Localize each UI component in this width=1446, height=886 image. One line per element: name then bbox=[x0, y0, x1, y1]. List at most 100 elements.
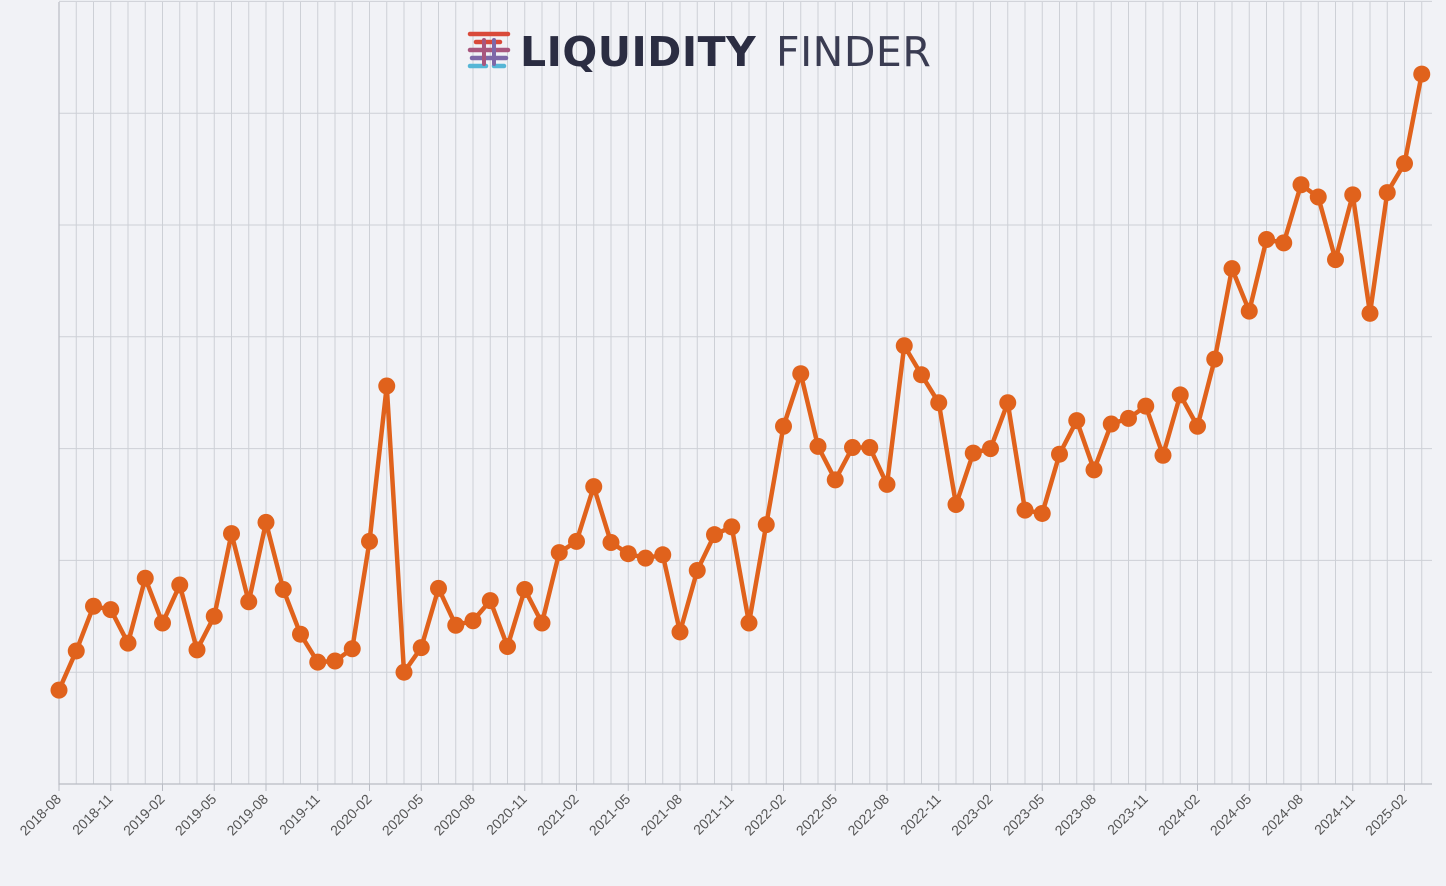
data-point bbox=[274, 580, 292, 598]
x-tick-label: 2020-11 bbox=[483, 791, 530, 838]
x-tick-label: 2022-05 bbox=[793, 791, 841, 839]
x-tick-label: 2024-11 bbox=[1311, 791, 1358, 838]
data-point bbox=[343, 640, 361, 658]
logo-word-finder: FINDER bbox=[776, 28, 931, 76]
data-point bbox=[378, 377, 396, 395]
data-point bbox=[1309, 188, 1327, 206]
liquidity-finder-logo: LIQUIDITY FINDER bbox=[467, 28, 931, 76]
x-tick-label: 2021-05 bbox=[586, 791, 634, 839]
x-tick-label: 2025-02 bbox=[1362, 791, 1410, 839]
x-tick-label: 2024-02 bbox=[1155, 791, 1203, 839]
x-tick-label: 2022-02 bbox=[741, 791, 789, 839]
data-point bbox=[481, 592, 499, 610]
x-tick-label: 2019-02 bbox=[120, 791, 168, 839]
data-point bbox=[844, 438, 861, 456]
data-point bbox=[67, 642, 85, 660]
x-tick-label: 2023-11 bbox=[1104, 791, 1151, 838]
data-point bbox=[723, 518, 741, 536]
data-point bbox=[878, 475, 896, 493]
data-point bbox=[826, 471, 844, 489]
data-point bbox=[982, 440, 999, 458]
data-point bbox=[999, 394, 1017, 412]
axes bbox=[58, 2, 1432, 785]
vertical-gridlines bbox=[58, 2, 1423, 784]
data-point bbox=[1258, 231, 1275, 249]
x-tick-label: 2024-05 bbox=[1207, 791, 1255, 839]
data-point bbox=[775, 417, 792, 435]
data-point bbox=[1068, 412, 1086, 430]
data-point bbox=[602, 534, 620, 552]
x-tick-label: 2020-08 bbox=[430, 791, 478, 839]
data-point bbox=[1240, 302, 1258, 320]
x-tick-label: 2018-11 bbox=[69, 791, 116, 838]
data-point bbox=[430, 579, 447, 597]
data-point bbox=[585, 478, 603, 496]
data-point bbox=[309, 653, 327, 671]
data-point bbox=[50, 681, 68, 699]
data-point bbox=[292, 625, 309, 643]
data-point bbox=[1085, 461, 1103, 479]
x-tick-labels: 2018-08 2018-11 2019-02 2019-05 2019-08 2019-… bbox=[16, 784, 1410, 839]
data-point bbox=[171, 576, 189, 594]
data-point bbox=[223, 525, 240, 543]
data-point bbox=[205, 607, 223, 625]
data-point bbox=[1292, 176, 1310, 194]
data-point bbox=[706, 526, 723, 544]
data-point bbox=[1120, 409, 1137, 427]
data-point bbox=[447, 616, 465, 634]
data-point bbox=[1275, 234, 1293, 252]
x-tick-label: 2022-11 bbox=[897, 791, 944, 838]
x-tick-label: 2021-02 bbox=[534, 791, 582, 839]
data-point bbox=[1206, 350, 1224, 368]
data-point bbox=[361, 532, 378, 550]
data-point bbox=[964, 444, 982, 462]
x-tick-label: 2020-02 bbox=[327, 791, 375, 839]
data-point bbox=[516, 580, 534, 598]
x-tick-label: 2024-08 bbox=[1258, 791, 1306, 839]
data-point bbox=[1344, 186, 1362, 204]
x-tick-label: 2020-05 bbox=[379, 791, 427, 839]
data-point bbox=[688, 561, 706, 579]
data-point bbox=[102, 601, 120, 619]
x-tick-label: 2018-08 bbox=[16, 791, 64, 839]
x-tick-label: 2019-11 bbox=[276, 791, 323, 838]
x-tick-label: 2023-02 bbox=[948, 791, 996, 839]
data-point bbox=[326, 652, 344, 670]
data-point bbox=[1378, 184, 1396, 202]
data-point bbox=[757, 516, 775, 534]
data-point bbox=[1223, 260, 1241, 278]
data-point bbox=[533, 614, 551, 632]
data-point bbox=[395, 663, 413, 681]
liquidity-finder-logo-icon bbox=[467, 31, 511, 69]
data-point bbox=[568, 532, 585, 550]
data-point bbox=[1033, 504, 1051, 522]
logo-word-liquidity: LIQUIDITY bbox=[520, 28, 757, 76]
data-point bbox=[809, 437, 827, 455]
data-point bbox=[1051, 445, 1068, 463]
data-point bbox=[930, 394, 948, 412]
data-point bbox=[1361, 304, 1379, 322]
data-point bbox=[412, 639, 430, 657]
x-tick-label: 2019-08 bbox=[223, 791, 271, 839]
data-point bbox=[1137, 397, 1155, 415]
data-point bbox=[1396, 155, 1413, 173]
data-point bbox=[1189, 417, 1206, 435]
x-tick-label: 2021-11 bbox=[690, 791, 737, 838]
data-point bbox=[136, 569, 154, 587]
data-point bbox=[637, 549, 654, 567]
x-tick-label: 2023-08 bbox=[1051, 791, 1099, 839]
x-tick-label: 2019-05 bbox=[172, 791, 220, 839]
x-tick-label: 2021-08 bbox=[637, 791, 685, 839]
data-point bbox=[240, 593, 258, 611]
x-tick-label: 2022-08 bbox=[844, 791, 892, 839]
horizontal-gridlines bbox=[59, 0, 1432, 673]
series-line bbox=[56, 71, 1424, 693]
data-point bbox=[861, 438, 879, 456]
data-point bbox=[1327, 251, 1344, 269]
data-point bbox=[85, 597, 102, 615]
data-point bbox=[119, 634, 137, 652]
data-point bbox=[1102, 415, 1120, 433]
data-point bbox=[654, 546, 672, 564]
data-point bbox=[671, 623, 689, 641]
